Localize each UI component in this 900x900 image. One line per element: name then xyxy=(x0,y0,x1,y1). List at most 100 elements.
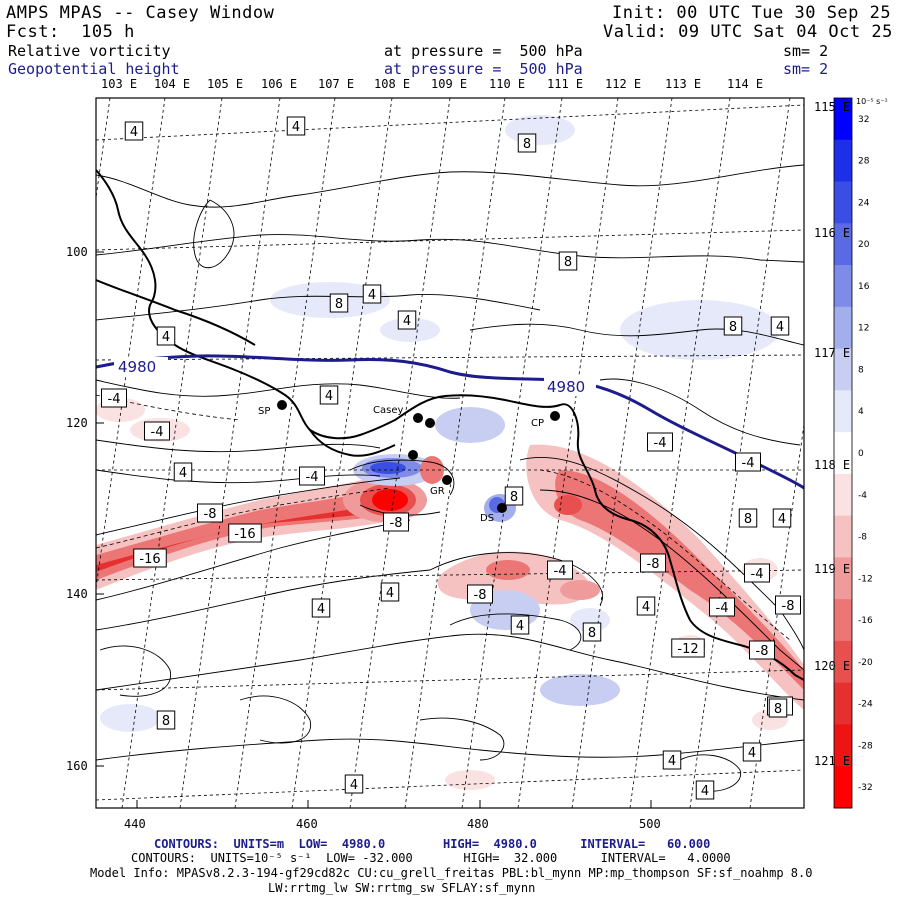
colorbar-swatch xyxy=(834,139,852,183)
colorbar-label: -12 xyxy=(858,574,873,584)
contour-label: -8 xyxy=(775,595,801,615)
colorbar-label: -20 xyxy=(858,658,873,668)
colorbar: 32 28 24 20 16 12 8 4 0 -4 -8 -12 -16 -20 -24 -28 -32 10⁻… xyxy=(833,97,888,809)
station-casey-dot[interactable] xyxy=(413,413,423,423)
contour-label-text: 4 xyxy=(668,754,676,769)
lon-label-116: 116 E xyxy=(814,226,851,240)
contour-label: -4 xyxy=(744,563,770,583)
height-label-west: 4980 xyxy=(118,358,156,376)
field2-name: Geopotential height xyxy=(8,60,180,78)
station-label-cp: CP xyxy=(531,418,544,429)
contour-label-text: -8 xyxy=(756,644,769,659)
lon-label-115: 115 E xyxy=(814,100,851,114)
x-tick-480: 480 xyxy=(467,817,489,831)
contour-label-text: -4 xyxy=(716,601,729,616)
contour-label-text: -4 xyxy=(742,456,755,471)
colorbar-label: 4 xyxy=(858,407,864,417)
contour-label: 4 xyxy=(636,596,656,616)
contour-label-text: 8 xyxy=(564,255,572,270)
contour-label: -4 xyxy=(709,597,735,617)
init-time: Init: 00 UTC Tue 30 Sep 25 xyxy=(612,3,892,23)
contour-label: -8 xyxy=(749,640,775,660)
station-mid-dot[interactable] xyxy=(408,450,418,460)
contour-label-text: 4 xyxy=(130,125,138,140)
colorbar-swatch xyxy=(834,348,852,391)
contour-label-text: 4 xyxy=(350,778,358,793)
lon-label-105: 105 E xyxy=(207,77,244,91)
contour-label: -4 xyxy=(101,388,127,408)
y-tick-100: 100 xyxy=(66,245,88,259)
contour-label-text: 4 xyxy=(776,320,784,335)
contour-label-text: -8 xyxy=(204,507,217,522)
lon-label-108: 108 E xyxy=(374,77,411,91)
contour-label: 8 xyxy=(156,710,176,730)
vorticity-contours xyxy=(96,164,804,792)
coastline xyxy=(96,169,804,681)
height-label-east: 4980 xyxy=(547,378,585,396)
contour-label-text: -16 xyxy=(139,552,160,567)
contour-label-text: 8 xyxy=(729,320,737,335)
contour-label: 8 xyxy=(768,698,788,718)
colorbar-swatch xyxy=(834,473,852,517)
field2-level: at pressure = 500 hPa xyxy=(384,60,583,78)
station-labels: SP Casey CP DS GR xyxy=(258,405,544,524)
colorbar-label: -24 xyxy=(858,700,873,710)
lon-label-120: 120 E xyxy=(814,659,851,673)
contour-label: -4 xyxy=(547,560,573,580)
contour-label-text: 4 xyxy=(778,512,786,527)
footer-model-info: Model Info: MPASv8.2.3-194-gf29cd82c CU:… xyxy=(90,866,813,880)
lon-label-112: 112 E xyxy=(605,77,642,91)
footer-contours-vorticity: CONTOURS: UNITS=10⁻⁵ s⁻¹ LOW= -32.000 HI… xyxy=(131,851,731,865)
contour-label-text: 4 xyxy=(403,314,411,329)
station-cp-dot[interactable] xyxy=(550,411,560,421)
contour-label-text: -4 xyxy=(108,392,121,407)
footer-model-info-2: LW:rrtmg_lw SW:rrtmg_sw SFLAY:sf_mynn xyxy=(268,881,536,895)
lon-label-110: 110 E xyxy=(489,77,526,91)
contour-labels: 4 4 8 8 4 8 4 -4 -4 4 4 -8 -16 -16 -8 -4 -4 8 -8 -4 4 4 8 -8 -4 -… xyxy=(101,116,801,800)
station-gr-dot[interactable] xyxy=(442,475,452,485)
colorbar-label: 0 xyxy=(858,449,864,459)
colorbar-label: 24 xyxy=(858,198,870,208)
colorbar-frame xyxy=(833,97,853,809)
colorbar-swatch xyxy=(834,306,852,350)
vorticity-shading xyxy=(96,115,804,790)
field1-level: at pressure = 500 hPa xyxy=(384,42,583,60)
station-sp-dot[interactable] xyxy=(277,400,287,410)
y-tick-140: 140 xyxy=(66,587,88,601)
colorbar-label: -4 xyxy=(858,491,867,501)
lon-label-114: 114 E xyxy=(727,77,764,91)
contour-label: 4 xyxy=(742,742,762,762)
contour-label-text: 4 xyxy=(325,389,333,404)
contour-label-text: -4 xyxy=(751,567,764,582)
contour-label-text: -4 xyxy=(151,425,164,440)
colorbar-swatch xyxy=(834,557,852,600)
plot-frame xyxy=(95,97,805,809)
colorbar-label: 28 xyxy=(858,157,870,167)
x-tick-460: 460 xyxy=(296,817,318,831)
station-ds-dot[interactable] xyxy=(497,503,507,513)
contour-label-text: -4 xyxy=(554,564,567,579)
contour-label-text: 4 xyxy=(642,600,650,615)
colorbar-label: -28 xyxy=(858,741,873,751)
contour-label-text: -4 xyxy=(654,436,667,451)
contour-label: 4 xyxy=(286,116,306,136)
colorbar-swatch xyxy=(834,390,852,433)
station-casey-2-dot[interactable] xyxy=(425,418,435,428)
contour-label-text: -16 xyxy=(234,527,255,542)
y-tick-160: 160 xyxy=(66,759,88,773)
contour-label: 4 xyxy=(344,774,364,794)
field1-name: Relative vorticity xyxy=(8,42,171,60)
colorbar-swatch xyxy=(834,98,852,141)
contour-label-text: 4 xyxy=(386,586,394,601)
x-ticks xyxy=(136,800,652,808)
contour-label: -12 xyxy=(671,638,705,658)
contour-label: 4 xyxy=(510,615,530,635)
contour-label: 8 xyxy=(517,133,537,153)
station-label-casey: Casey xyxy=(373,405,403,416)
lon-label-118: 118 E xyxy=(814,458,851,472)
contour-label: 8 xyxy=(329,293,349,313)
lon-label-111: 111 E xyxy=(547,77,584,91)
contour-label-text: -8 xyxy=(647,557,660,572)
colorbar-swatch xyxy=(834,640,852,684)
